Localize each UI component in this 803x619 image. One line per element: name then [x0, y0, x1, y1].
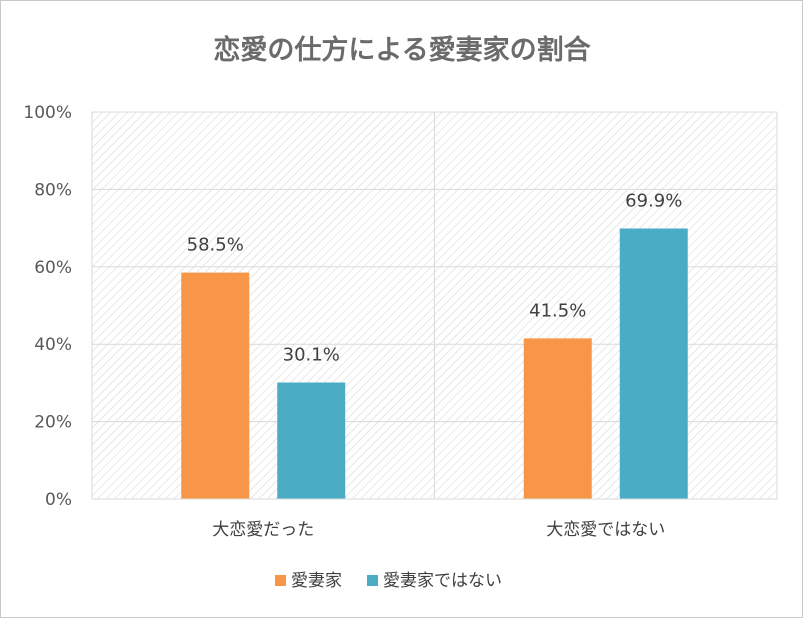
data-label: 30.1%	[283, 345, 340, 366]
data-label: 41.5%	[529, 300, 586, 321]
bar-0-0	[181, 272, 250, 499]
y-tick-label: 60%	[34, 258, 72, 278]
y-tick-label: 100%	[23, 103, 72, 123]
category-label: 大恋愛だった	[212, 519, 314, 540]
bar-1-0	[277, 382, 346, 499]
chart-title: 恋愛の仕方による愛妻家の割合	[213, 34, 590, 66]
y-tick-label: 0%	[45, 490, 72, 510]
bar-1-1	[619, 228, 688, 499]
legend: 愛妻家 愛妻家ではない	[275, 571, 502, 591]
data-label: 58.5%	[187, 235, 244, 256]
legend-swatch-1	[367, 575, 378, 586]
data-label: 69.9%	[625, 190, 682, 211]
legend-label-1: 愛妻家ではない	[383, 571, 502, 591]
y-tick-label: 80%	[34, 180, 72, 200]
bar-0-1	[523, 338, 592, 499]
plot-area: 0% 20% 40% 60% 80% 100% 58.5% 30.1% 大恋愛だった 41.5% 6…	[23, 103, 778, 540]
legend-swatch-0	[275, 575, 286, 586]
y-tick-label: 40%	[34, 335, 72, 355]
y-tick-label: 20%	[34, 413, 72, 433]
legend-label-0: 愛妻家	[291, 571, 342, 591]
category-label: 大恋愛ではない	[546, 519, 665, 540]
